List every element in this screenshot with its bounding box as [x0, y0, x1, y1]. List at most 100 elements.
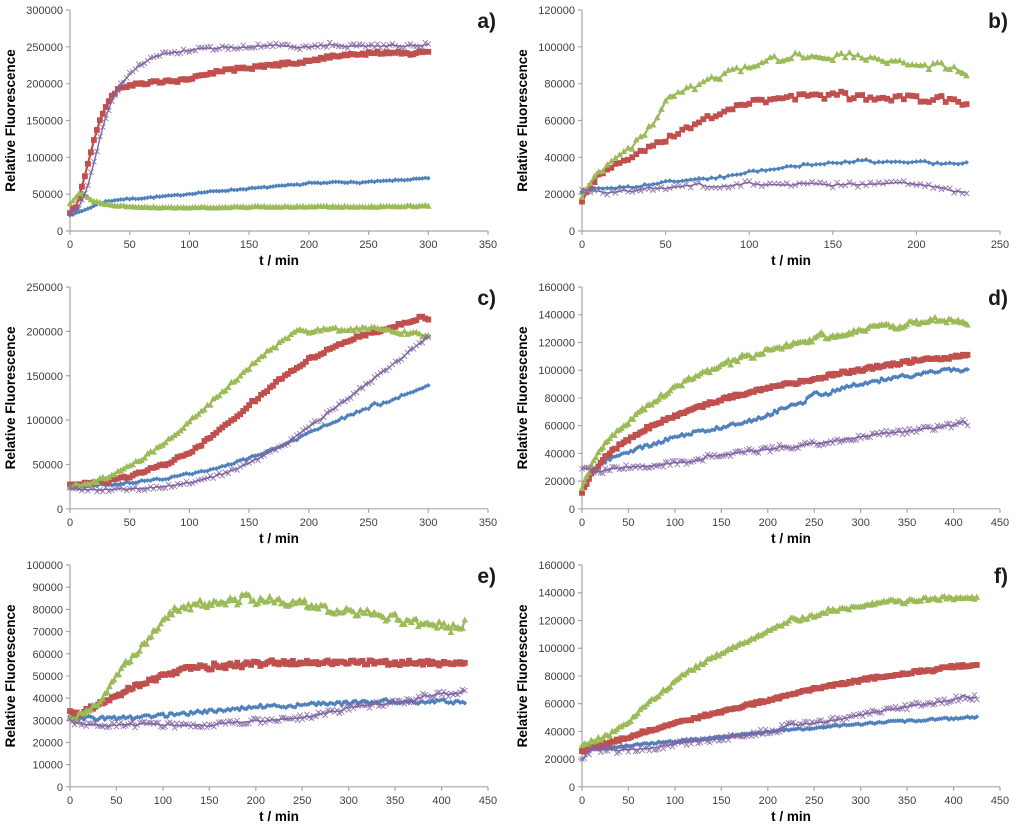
- x-axis-title: t / min: [259, 531, 299, 546]
- series-purple-x: [67, 334, 432, 495]
- series-blue-diamond: [67, 382, 431, 490]
- svg-text:160000: 160000: [538, 282, 575, 294]
- svg-text:80000: 80000: [544, 393, 575, 405]
- series-green-triangle: [66, 190, 432, 211]
- svg-text:50: 50: [110, 795, 122, 807]
- svg-text:200000: 200000: [26, 79, 63, 91]
- y-axis-title: Relative Fluorescence: [515, 604, 530, 747]
- series-purple-x: [67, 686, 468, 731]
- svg-text:50000: 50000: [32, 189, 63, 201]
- tick-labels: 0 50 100 150 200 250 300 350 400 450 0 10000 20000 30…: [26, 560, 497, 807]
- chart-panel-b: 0 50 100 150 200 250 0 20000 40000 60000 80000 1000…: [512, 0, 1024, 277]
- svg-text:40000: 40000: [544, 152, 575, 164]
- svg-text:200: 200: [907, 239, 925, 251]
- svg-text:300: 300: [340, 795, 358, 807]
- svg-text:100000: 100000: [26, 415, 63, 427]
- series-red-square: [67, 48, 432, 216]
- svg-text:100000: 100000: [26, 152, 63, 164]
- svg-text:80000: 80000: [544, 79, 575, 91]
- svg-text:10000: 10000: [32, 760, 63, 772]
- chart-panel-e: 0 50 100 150 200 250 300 350 400 450 0 10000 20000 30…: [0, 555, 512, 833]
- axes: [578, 9, 1001, 235]
- svg-text:100000: 100000: [538, 42, 575, 54]
- svg-text:140000: 140000: [538, 588, 575, 600]
- svg-text:0: 0: [579, 517, 585, 529]
- tick-labels: 0 50 100 150 200 250 300 350 400 450 0 20000 40000 60…: [538, 560, 1009, 807]
- svg-text:200: 200: [759, 517, 777, 529]
- svg-text:150: 150: [200, 795, 218, 807]
- axes: [578, 286, 1001, 513]
- series-red-square: [67, 657, 468, 718]
- svg-text:300: 300: [852, 795, 870, 807]
- svg-text:250: 250: [359, 239, 377, 251]
- svg-text:200000: 200000: [26, 326, 63, 338]
- svg-text:250: 250: [805, 795, 823, 807]
- svg-text:400: 400: [432, 795, 450, 807]
- svg-text:0: 0: [57, 504, 63, 516]
- svg-text:20000: 20000: [32, 737, 63, 749]
- axes: [578, 564, 1001, 791]
- tick-labels: 0 50 100 150 200 250 0 20000 40000 60000 80000 1000…: [538, 5, 1009, 251]
- panel-label: e): [477, 565, 496, 588]
- x-axis-title: t / min: [771, 809, 811, 824]
- chart-svg-e: 0 50 100 150 200 250 300 350 400 450 0 10000 20000 30…: [3, 560, 497, 824]
- svg-text:0: 0: [67, 795, 73, 807]
- svg-text:300: 300: [419, 239, 437, 251]
- svg-text:20000: 20000: [544, 189, 575, 201]
- svg-text:50: 50: [622, 517, 634, 529]
- svg-text:450: 450: [479, 795, 497, 807]
- svg-text:350: 350: [386, 795, 404, 807]
- series-green-triangle: [578, 592, 981, 749]
- svg-text:300000: 300000: [26, 5, 63, 17]
- svg-text:0: 0: [67, 517, 73, 529]
- svg-text:0: 0: [569, 226, 575, 238]
- x-axis-title: t / min: [771, 531, 811, 546]
- svg-text:300: 300: [852, 517, 870, 529]
- svg-text:0: 0: [579, 795, 585, 807]
- svg-text:400: 400: [944, 795, 962, 807]
- svg-text:60000: 60000: [544, 116, 575, 128]
- svg-text:450: 450: [991, 795, 1009, 807]
- svg-text:160000: 160000: [538, 560, 575, 572]
- svg-text:40000: 40000: [32, 693, 63, 705]
- series-purple-x: [579, 416, 971, 477]
- svg-text:120000: 120000: [538, 616, 575, 628]
- svg-text:350: 350: [479, 239, 497, 251]
- y-axis-title: Relative Fluorescence: [3, 604, 18, 747]
- svg-text:200: 200: [247, 795, 265, 807]
- svg-text:50: 50: [124, 517, 136, 529]
- chart-panel-d: 0 50 100 150 200 250 300 350 400 450 0 20000 40000 60…: [512, 277, 1024, 555]
- svg-text:150: 150: [240, 239, 258, 251]
- svg-text:40000: 40000: [544, 448, 575, 460]
- axes: [66, 9, 489, 235]
- chart-panel-f: 0 50 100 150 200 250 300 350 400 450 0 20000 40000 60…: [512, 555, 1024, 833]
- svg-text:0: 0: [569, 504, 575, 516]
- panel-label: d): [988, 287, 1008, 310]
- svg-text:150: 150: [240, 517, 258, 529]
- panel-label: f): [994, 565, 1008, 588]
- chart-svg-d: 0 50 100 150 200 250 300 350 400 450 0 20000 40000 60…: [515, 282, 1009, 546]
- svg-text:120000: 120000: [538, 338, 575, 350]
- svg-text:50: 50: [124, 239, 136, 251]
- panel-label: c): [477, 287, 496, 310]
- svg-text:200: 200: [300, 239, 318, 251]
- series-blue-diamond: [67, 175, 431, 218]
- svg-text:150000: 150000: [26, 116, 63, 128]
- svg-text:200: 200: [759, 795, 777, 807]
- chart-svg-c: 0 50 100 150 200 250 300 350 0 50000 100000 150000 2…: [3, 282, 497, 546]
- svg-text:100000: 100000: [538, 643, 575, 655]
- svg-text:250: 250: [359, 517, 377, 529]
- svg-text:450: 450: [991, 517, 1009, 529]
- series-blue-diamond: [579, 157, 969, 195]
- svg-text:90000: 90000: [32, 582, 63, 594]
- svg-text:100000: 100000: [538, 365, 575, 377]
- svg-text:150: 150: [712, 517, 730, 529]
- chart-svg-b: 0 50 100 150 200 250 0 20000 40000 60000 80000 1000…: [515, 5, 1009, 268]
- chart-svg-a: 0 50 100 150 200 250 300 350 0 50000 100000 150000 2…: [3, 5, 497, 268]
- svg-text:100: 100: [180, 239, 198, 251]
- svg-text:400: 400: [944, 517, 962, 529]
- svg-text:80000: 80000: [544, 671, 575, 683]
- svg-text:250000: 250000: [26, 42, 63, 54]
- svg-text:100: 100: [666, 795, 684, 807]
